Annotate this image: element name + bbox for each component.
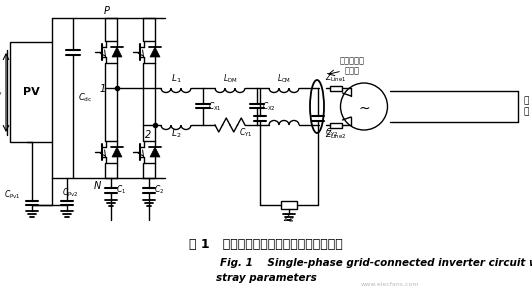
Text: $C_{\rm Pv1}$: $C_{\rm Pv1}$ <box>4 189 20 201</box>
Text: $C_{\rm dc}$: $C_{\rm dc}$ <box>78 92 92 104</box>
Text: $C_1$: $C_1$ <box>116 184 126 196</box>
Text: $Z_G$: $Z_G$ <box>283 213 295 225</box>
Text: www.elecfans.com: www.elecfans.com <box>361 282 419 286</box>
Text: 图 1   考虑寄生参数的单相并网逆变器电路: 图 1 考虑寄生参数的单相并网逆变器电路 <box>189 238 343 252</box>
Text: stray parameters: stray parameters <box>215 273 317 283</box>
Polygon shape <box>150 47 160 57</box>
Text: 1: 1 <box>100 84 106 94</box>
Text: $L_{\rm CM}$: $L_{\rm CM}$ <box>277 73 291 85</box>
Text: 漏电流电流: 漏电流电流 <box>339 56 364 66</box>
Text: $C_{\rm Pv2}$: $C_{\rm Pv2}$ <box>62 187 78 199</box>
Text: ~: ~ <box>358 102 370 116</box>
Text: P: P <box>104 6 110 16</box>
Text: 测试点: 测试点 <box>345 67 360 75</box>
Text: $L_1$: $L_1$ <box>171 73 181 85</box>
Text: N: N <box>94 181 101 191</box>
Text: 2: 2 <box>145 130 151 140</box>
Text: $L_2$: $L_2$ <box>171 128 181 140</box>
Text: $L_{\rm DM}$: $L_{\rm DM}$ <box>223 73 237 85</box>
Text: $C_{\rm Y2}$: $C_{\rm Y2}$ <box>325 127 339 139</box>
Text: 电
网: 电 网 <box>524 97 529 116</box>
Polygon shape <box>112 147 122 157</box>
Bar <box>330 86 342 91</box>
Bar <box>10 42 52 142</box>
Text: $Z_{\rm Line2}$: $Z_{\rm Line2}$ <box>325 129 347 141</box>
Text: $C_{\rm X1}$: $C_{\rm X1}$ <box>208 100 222 113</box>
Text: $C_{\rm Y1}$: $C_{\rm Y1}$ <box>239 127 253 139</box>
Polygon shape <box>112 47 122 57</box>
Text: $U_{\rm pv}$: $U_{\rm pv}$ <box>0 85 4 99</box>
Text: PV: PV <box>23 87 39 97</box>
Polygon shape <box>150 147 160 157</box>
Text: $C_2$: $C_2$ <box>154 184 164 196</box>
Text: $Z_{\rm Line1}$: $Z_{\rm Line1}$ <box>325 72 347 84</box>
Bar <box>330 123 342 128</box>
Bar <box>281 201 297 209</box>
Text: Fig. 1    Single-phase grid-connected inverter circuit with: Fig. 1 Single-phase grid-connected inver… <box>220 258 532 268</box>
Text: $C_{\rm X2}$: $C_{\rm X2}$ <box>262 100 276 113</box>
